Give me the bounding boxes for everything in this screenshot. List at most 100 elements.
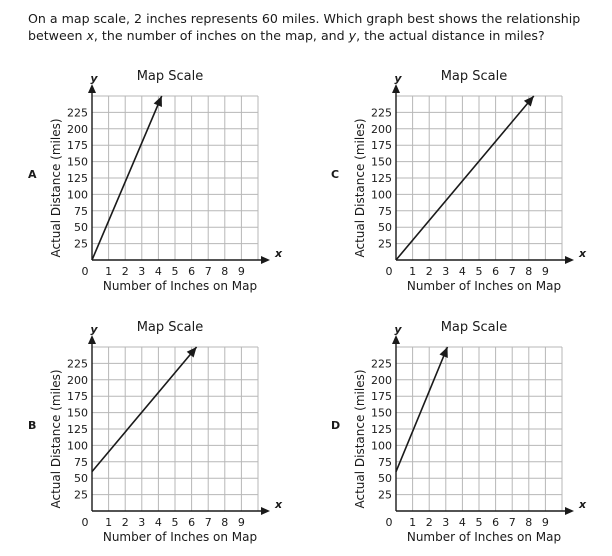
y-axis-arrow (392, 84, 400, 93)
y-tick-label: 100 (371, 188, 392, 201)
x-tick-label: 7 (509, 516, 516, 529)
x-axis-arrow (261, 507, 270, 515)
y-axis-label: Actual Distance (miles) (353, 369, 367, 508)
y-tick-label: 100 (67, 439, 88, 452)
x-tick-label: 1 (409, 265, 416, 278)
graph-option-b[interactable]: Map Scale y x 25 50 75 100 125 150 175 200 225 1 2 3 4 5… (44, 313, 284, 545)
y-tick-label: 150 (371, 156, 392, 169)
x-tick-label: 4 (155, 265, 162, 278)
x-tick-label: 3 (442, 265, 449, 278)
y-tick-label: 125 (67, 423, 88, 436)
question-line-2: between x, the number of inches on the m… (28, 27, 598, 44)
y-axis-variable: y (394, 72, 402, 85)
chart-title: Map Scale (441, 69, 508, 84)
y-axis-arrow (392, 335, 400, 344)
series-line (395, 95, 535, 261)
y-axis-arrow (88, 335, 96, 344)
option-letter-a[interactable]: A (28, 168, 37, 181)
y-tick-label: 25 (74, 489, 88, 502)
y-tick-label: 175 (67, 139, 88, 152)
x-tick-label: 9 (238, 516, 245, 529)
question-line-2-start: between (28, 28, 87, 43)
y-tick-label: 225 (371, 106, 392, 119)
y-tick-label: 225 (67, 106, 88, 119)
x-axis-label: Number of Inches on Map (103, 279, 257, 293)
y-tick-label: 200 (371, 374, 392, 387)
series-line-arrow (439, 347, 448, 358)
x-axis-label: Number of Inches on Map (407, 530, 561, 544)
y-tick-label: 25 (74, 238, 88, 251)
x-axis-arrow (565, 256, 574, 264)
question-line-1: On a map scale, 2 inches represents 60 m… (28, 11, 581, 26)
x-tick-label: 6 (188, 516, 195, 529)
var-y: y (348, 28, 357, 43)
graph-option-d[interactable]: Map Scale y x 25 50 75 100 125 150 175 200 225 1 2 3 4 5… (348, 313, 588, 545)
graph-option-c[interactable]: Map Scale y x 25 50 75 100 125 150 175 200 225 1 2 3 4 5… (348, 62, 588, 294)
y-axis-variable: y (90, 323, 98, 336)
y-tick-label: 125 (371, 423, 392, 436)
y-tick-label: 75 (378, 205, 392, 218)
y-tick-label: 150 (67, 407, 88, 420)
y-axis-label: Actual Distance (miles) (49, 118, 63, 257)
x-tick-label: 2 (122, 516, 129, 529)
y-tick-label: 175 (371, 139, 392, 152)
var-x: x (86, 28, 94, 43)
x-axis-variable: x (578, 498, 587, 511)
x-tick-label: 7 (509, 265, 516, 278)
y-axis-variable: y (90, 72, 98, 85)
origin-label: 0 (82, 516, 89, 529)
origin-label: 0 (386, 516, 393, 529)
y-tick-label: 150 (67, 156, 88, 169)
y-tick-label: 75 (74, 456, 88, 469)
chart-title: Map Scale (137, 69, 204, 84)
x-tick-label: 9 (238, 265, 245, 278)
x-tick-label: 4 (155, 516, 162, 529)
x-tick-label: 3 (442, 516, 449, 529)
y-tick-label: 25 (378, 489, 392, 502)
y-axis-arrow (88, 84, 96, 93)
x-tick-label: 2 (122, 265, 129, 278)
x-axis-variable: x (274, 247, 283, 260)
chart-title: Map Scale (441, 320, 508, 335)
x-tick-label: 1 (105, 516, 112, 529)
y-tick-label: 25 (378, 238, 392, 251)
question-text: On a map scale, 2 inches represents 60 m… (28, 10, 598, 44)
y-tick-label: 50 (378, 221, 392, 234)
origin-label: 0 (82, 265, 89, 278)
y-axis-label: Actual Distance (miles) (49, 369, 63, 508)
y-tick-label: 175 (67, 390, 88, 403)
x-tick-label: 9 (542, 516, 549, 529)
x-tick-label: 7 (205, 516, 212, 529)
y-tick-label: 125 (371, 172, 392, 185)
option-letter-c[interactable]: C (331, 168, 340, 181)
y-tick-label: 150 (371, 407, 392, 420)
y-tick-label: 50 (378, 472, 392, 485)
series-line-arrow (523, 96, 534, 107)
y-tick-label: 225 (371, 357, 392, 370)
y-tick-label: 125 (67, 172, 88, 185)
x-tick-label: 2 (426, 265, 433, 278)
option-letter-d[interactable]: D (331, 419, 341, 432)
x-tick-label: 6 (492, 516, 499, 529)
question-line-2-middle: , the number of inches on the map, and (93, 28, 349, 43)
y-tick-label: 50 (74, 221, 88, 234)
x-tick-label: 5 (476, 516, 483, 529)
x-tick-label: 5 (172, 516, 179, 529)
y-tick-label: 75 (74, 205, 88, 218)
series-line (91, 95, 163, 261)
y-tick-label: 200 (67, 374, 88, 387)
y-tick-label: 175 (371, 390, 392, 403)
x-axis-arrow (565, 507, 574, 515)
x-tick-label: 1 (105, 265, 112, 278)
x-tick-label: 4 (459, 265, 466, 278)
y-tick-label: 100 (67, 188, 88, 201)
graph-option-a[interactable]: Map Scale y x 25 50 75 100 125 150 175 200 225 1 2 3 4 5… (44, 62, 284, 294)
x-axis-label: Number of Inches on Map (407, 279, 561, 293)
x-tick-label: 8 (221, 265, 228, 278)
x-tick-label: 8 (525, 265, 532, 278)
option-letter-b[interactable]: B (28, 419, 37, 432)
